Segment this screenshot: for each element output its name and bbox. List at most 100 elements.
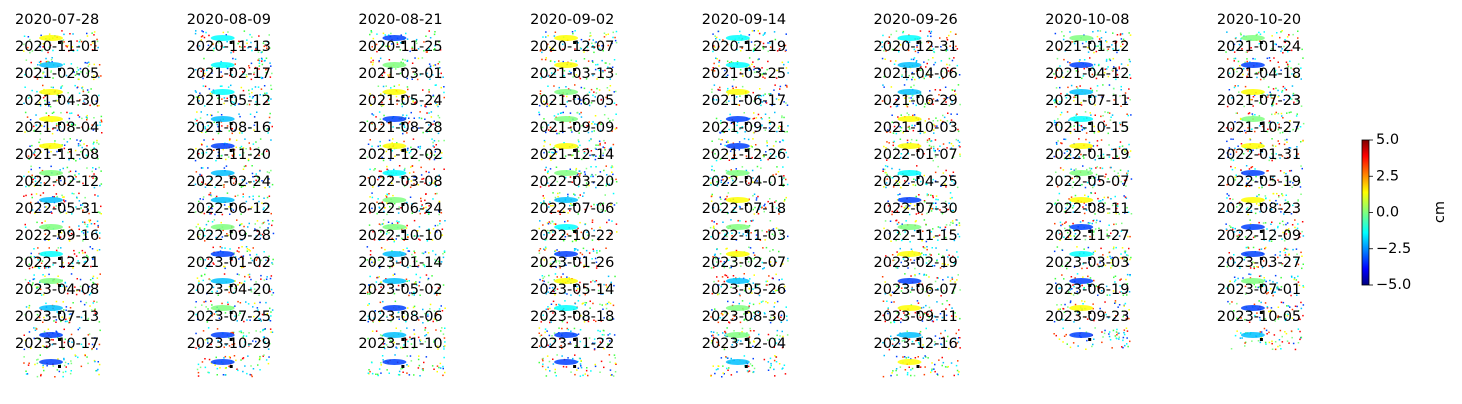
map-pixel <box>85 154 88 156</box>
map-pixel <box>919 132 922 135</box>
map-patch <box>1240 62 1265 68</box>
map-pixel <box>90 88 92 90</box>
map-pixel <box>543 94 545 96</box>
map-pixel <box>435 177 437 180</box>
map-pixel <box>1225 228 1228 230</box>
map-pixel <box>1125 148 1128 150</box>
map-pixel <box>238 247 240 249</box>
map-pixel <box>928 99 931 102</box>
map-pixel <box>1287 95 1290 97</box>
map-pixel <box>385 196 388 198</box>
map-pixel <box>592 250 595 252</box>
map-pixel <box>43 125 46 128</box>
map-pixel <box>767 50 769 53</box>
map-pixel <box>92 129 95 131</box>
map-pixel <box>1128 156 1131 158</box>
map-pixel <box>1238 91 1240 93</box>
map-pixel <box>238 183 240 185</box>
map-pixel <box>764 71 767 74</box>
map-pixel <box>50 59 53 61</box>
map-pixel <box>240 213 242 215</box>
map-pixel <box>1073 229 1075 231</box>
map-image <box>710 246 789 270</box>
map-pixel <box>567 195 569 198</box>
map-pixel <box>23 43 25 46</box>
map-pixel <box>553 85 555 87</box>
map-pixel <box>715 159 718 162</box>
map-pixel <box>383 210 385 213</box>
map-pixel <box>590 166 592 168</box>
map-pixel <box>222 184 224 186</box>
map-pixel <box>739 220 741 222</box>
map-pixel <box>1232 227 1234 229</box>
map-pixel <box>211 290 213 293</box>
map-pixel <box>579 47 582 49</box>
map-pixel <box>368 284 370 286</box>
map-image <box>23 165 103 189</box>
map-pixel <box>101 132 103 134</box>
map-image <box>23 30 99 54</box>
map-pixel <box>916 165 918 167</box>
map-pixel <box>1054 202 1057 204</box>
map-pixel <box>371 207 373 210</box>
map-pixel <box>1130 114 1132 116</box>
map-pixel <box>243 73 245 75</box>
map-pixel <box>908 41 911 43</box>
map-pixel <box>210 232 212 235</box>
map-pixel <box>924 247 926 249</box>
map-pixel <box>1266 57 1269 60</box>
map-patch <box>210 278 235 284</box>
map-pixel <box>764 77 766 79</box>
map-pixel <box>1302 235 1305 237</box>
map-pixel <box>63 41 65 43</box>
map-pixel <box>1090 96 1093 98</box>
map-pixel <box>731 177 733 180</box>
map-image <box>540 138 615 161</box>
map-pixel <box>1088 261 1090 264</box>
map-pixel <box>1083 287 1085 290</box>
map-patch <box>725 224 750 230</box>
map-pixel <box>56 100 58 102</box>
map-pixel <box>33 278 36 280</box>
map-pixel <box>1249 267 1252 269</box>
map-pixel <box>956 113 958 115</box>
map-pixel <box>1120 89 1122 91</box>
map-pixel <box>433 146 435 148</box>
map-pixel <box>1077 260 1080 262</box>
map-pixel <box>380 170 382 173</box>
map-pixel <box>437 184 440 186</box>
map-pixel <box>771 233 774 235</box>
map-pixel <box>591 219 594 221</box>
map-pixel <box>1226 140 1228 143</box>
map-pixel <box>409 292 411 294</box>
map-pixel <box>369 293 371 295</box>
map-pixel <box>255 101 257 103</box>
map-pixel <box>929 49 931 51</box>
map-pixel <box>784 44 787 47</box>
map-pixel <box>198 152 200 155</box>
map-pixel <box>1245 51 1248 53</box>
map-pixel <box>561 235 563 238</box>
map-pixel <box>1239 209 1241 211</box>
map-pixel <box>754 130 757 133</box>
map-pixel <box>918 157 920 159</box>
map-pixel <box>1070 196 1073 198</box>
map-pixel <box>1288 34 1290 36</box>
map-pixel <box>1275 203 1277 205</box>
map-pixel <box>1252 57 1254 60</box>
map-pixel <box>229 213 231 215</box>
map-pixel <box>948 34 950 37</box>
map-pixel <box>1101 290 1103 292</box>
map-pixel <box>95 150 97 153</box>
map-pixel <box>199 117 202 119</box>
map-pixel <box>719 253 722 255</box>
map-pixel <box>1110 267 1112 269</box>
map-pixel <box>539 73 542 75</box>
map-pixel <box>37 103 39 106</box>
map-pixel <box>41 222 43 224</box>
map-pixel <box>734 97 736 100</box>
map-pixel <box>206 292 208 295</box>
map-pixel <box>727 192 730 194</box>
map-pixel <box>928 118 930 120</box>
map-pixel <box>1076 273 1079 275</box>
